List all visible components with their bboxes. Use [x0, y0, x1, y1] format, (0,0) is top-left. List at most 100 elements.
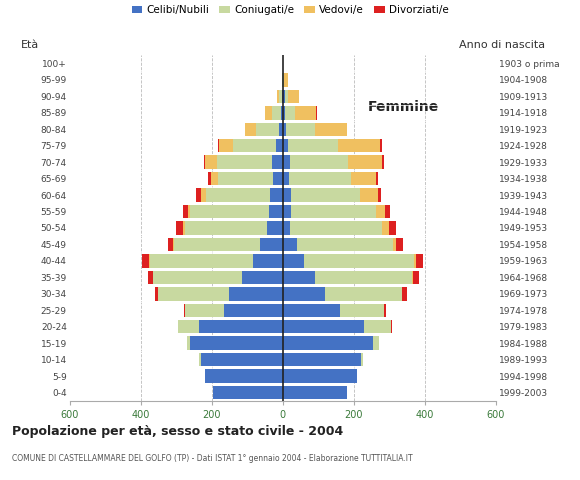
Bar — [185, 303, 224, 317]
Bar — [183, 221, 185, 235]
Bar — [295, 106, 317, 120]
Bar — [283, 90, 285, 103]
Bar — [288, 139, 338, 153]
Bar — [416, 254, 423, 268]
Bar — [349, 156, 382, 169]
Bar — [315, 122, 347, 136]
Bar — [267, 221, 283, 235]
Bar — [260, 238, 283, 251]
Bar — [287, 122, 315, 136]
Bar — [190, 336, 283, 350]
Bar — [282, 73, 283, 86]
Bar — [412, 271, 414, 284]
Bar — [283, 254, 304, 268]
Bar — [285, 106, 295, 120]
Bar — [361, 353, 362, 366]
Bar — [276, 139, 283, 153]
Bar — [242, 271, 283, 284]
Bar — [270, 188, 283, 202]
Bar — [233, 139, 276, 153]
Bar — [291, 205, 376, 218]
Bar — [376, 205, 385, 218]
Bar — [283, 139, 288, 153]
Bar — [269, 205, 283, 218]
Bar — [187, 336, 190, 350]
Bar — [283, 57, 284, 70]
Bar — [224, 303, 283, 317]
Bar — [183, 205, 187, 218]
Bar — [283, 370, 357, 383]
Bar — [204, 156, 205, 169]
Bar — [154, 287, 158, 300]
Bar — [176, 221, 183, 235]
Bar — [200, 353, 201, 366]
Bar — [190, 205, 269, 218]
Bar — [338, 139, 380, 153]
Bar — [283, 221, 290, 235]
Bar — [201, 353, 283, 366]
Bar — [206, 188, 270, 202]
Bar — [283, 287, 325, 300]
Bar — [265, 106, 272, 120]
Bar — [219, 139, 233, 153]
Bar — [211, 172, 218, 185]
Bar — [389, 221, 397, 235]
Bar — [283, 172, 289, 185]
Text: Femmine: Femmine — [368, 100, 439, 114]
Bar — [289, 172, 351, 185]
Bar — [291, 188, 360, 202]
Bar — [283, 336, 374, 350]
Bar — [195, 188, 201, 202]
Bar — [185, 221, 267, 235]
Bar — [143, 254, 149, 268]
Bar — [290, 156, 349, 169]
Bar — [376, 172, 378, 185]
Bar — [283, 320, 364, 334]
Bar — [252, 254, 283, 268]
Bar — [284, 73, 288, 86]
Bar — [272, 106, 281, 120]
Bar — [230, 287, 283, 300]
Bar — [351, 172, 376, 185]
Bar — [245, 122, 256, 136]
Text: COMUNE DI CASTELLAMMARE DEL GOLFO (TP) - Dati ISTAT 1° gennaio 2004 - Elaborazio: COMUNE DI CASTELLAMMARE DEL GOLFO (TP) -… — [12, 454, 412, 463]
Bar — [315, 271, 412, 284]
Bar — [283, 238, 297, 251]
Bar — [283, 73, 284, 86]
Bar — [148, 271, 153, 284]
Bar — [283, 271, 315, 284]
Bar — [150, 254, 252, 268]
Bar — [277, 90, 279, 103]
Bar — [272, 156, 283, 169]
Text: Popolazione per età, sesso e stato civile - 2004: Popolazione per età, sesso e stato civil… — [12, 425, 343, 438]
Bar — [200, 320, 283, 334]
Bar — [391, 320, 392, 334]
Bar — [283, 122, 287, 136]
Text: Età: Età — [20, 40, 39, 50]
Bar — [217, 156, 272, 169]
Bar — [279, 122, 283, 136]
Bar — [173, 238, 175, 251]
Bar — [360, 188, 378, 202]
Bar — [378, 188, 381, 202]
Bar — [256, 122, 279, 136]
Bar — [283, 303, 340, 317]
Bar — [364, 320, 391, 334]
Bar — [283, 106, 285, 120]
Text: Anno di nascita: Anno di nascita — [459, 40, 545, 50]
Bar — [297, 238, 393, 251]
Bar — [283, 386, 347, 399]
Bar — [279, 90, 282, 103]
Bar — [414, 271, 419, 284]
Bar — [385, 205, 390, 218]
Bar — [175, 238, 260, 251]
Bar — [283, 353, 361, 366]
Bar — [158, 287, 230, 300]
Bar — [208, 172, 211, 185]
Bar — [397, 238, 403, 251]
Bar — [218, 139, 219, 153]
Bar — [184, 303, 185, 317]
Bar — [153, 271, 242, 284]
Bar — [414, 254, 416, 268]
Bar — [205, 370, 283, 383]
